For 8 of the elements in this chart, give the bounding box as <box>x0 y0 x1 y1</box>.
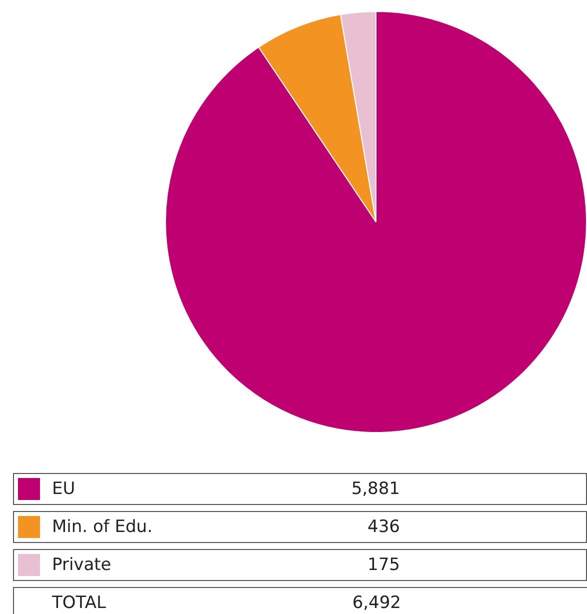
text: 6,492 <box>351 593 401 613</box>
legend-label: Private <box>52 555 112 575</box>
text: TOTAL <box>52 593 107 613</box>
data-label: 175 <box>366 555 400 575</box>
legend-label: Min. of Edu. <box>52 517 154 537</box>
data-label: 436 <box>366 517 400 537</box>
data-label: 5,881 <box>350 479 400 499</box>
legend-label: EU <box>52 479 76 499</box>
